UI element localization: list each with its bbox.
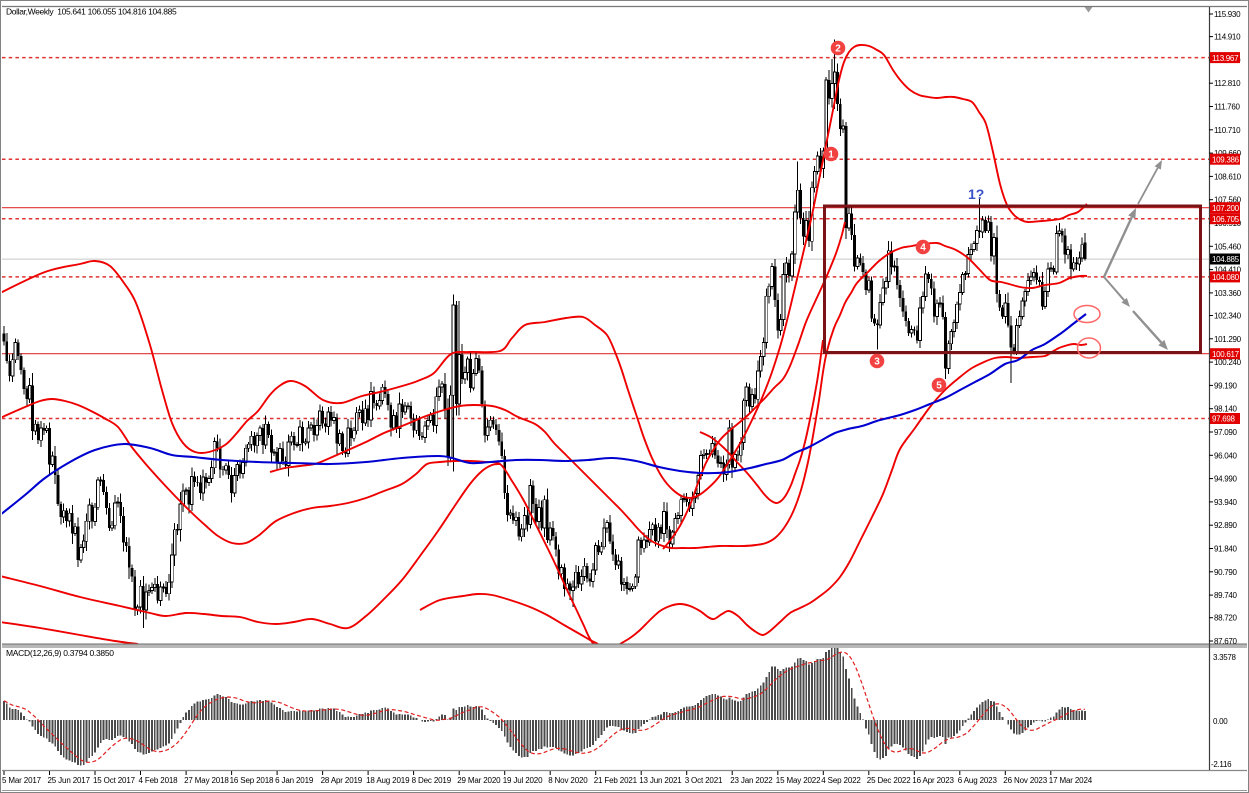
svg-text:25 Jun 2017: 25 Jun 2017 (48, 776, 91, 785)
svg-text:23 Jan 2022: 23 Jan 2022 (730, 776, 773, 785)
svg-text:104.410: 104.410 (1214, 266, 1242, 275)
svg-text:108.610: 108.610 (1214, 172, 1242, 181)
svg-text:112.810: 112.810 (1214, 79, 1241, 88)
svg-text:16 Sep 2018: 16 Sep 2018 (230, 776, 274, 785)
svg-text:3: 3 (874, 357, 880, 368)
svg-text:99.190: 99.190 (1214, 381, 1238, 390)
svg-text:109.386: 109.386 (1212, 155, 1240, 164)
svg-text:5 Mar 2017: 5 Mar 2017 (2, 776, 42, 785)
svg-text:18 Aug 2019: 18 Aug 2019 (366, 776, 410, 785)
svg-text:100.617: 100.617 (1212, 350, 1240, 359)
svg-text:8 Nov 2020: 8 Nov 2020 (548, 776, 588, 785)
svg-text:2: 2 (835, 44, 841, 55)
svg-text:6 Jan 2019: 6 Jan 2019 (275, 776, 314, 785)
svg-text:103.360: 103.360 (1214, 289, 1242, 298)
svg-text:21 Feb 2021: 21 Feb 2021 (594, 776, 638, 785)
svg-text:105.460: 105.460 (1214, 242, 1242, 251)
svg-text:109.660: 109.660 (1214, 149, 1242, 158)
svg-text:15 Oct 2017: 15 Oct 2017 (93, 776, 136, 785)
svg-text:Dollar,Weekly 105.641 106.055: Dollar,Weekly 105.641 106.055 104.816 10… (6, 7, 177, 17)
svg-text:110.710: 110.710 (1214, 126, 1241, 135)
svg-text:100.240: 100.240 (1214, 358, 1242, 367)
svg-text:29 Mar 2020: 29 Mar 2020 (457, 776, 501, 785)
svg-text:90.790: 90.790 (1214, 568, 1238, 577)
svg-text:92.890: 92.890 (1214, 521, 1238, 530)
svg-text:114.910: 114.910 (1214, 33, 1241, 42)
svg-text:3.3578: 3.3578 (1213, 653, 1237, 662)
svg-text:94.990: 94.990 (1214, 475, 1238, 484)
svg-text:104.080: 104.080 (1212, 273, 1240, 282)
svg-text:97.090: 97.090 (1214, 428, 1238, 437)
svg-text:98.140: 98.140 (1214, 405, 1238, 414)
svg-text:101.290: 101.290 (1214, 335, 1242, 344)
svg-text:17 Mar 2024: 17 Mar 2024 (1049, 776, 1093, 785)
svg-text:102.340: 102.340 (1214, 312, 1242, 321)
svg-text:MACD(12,26,9) 0.3794 0.3850: MACD(12,26,9) 0.3794 0.3850 (6, 648, 114, 658)
svg-text:111.760: 111.760 (1214, 103, 1240, 112)
svg-text:107.200: 107.200 (1212, 204, 1240, 213)
svg-text:0.00: 0.00 (1213, 717, 1228, 726)
svg-text:28 Apr 2019: 28 Apr 2019 (321, 776, 363, 785)
svg-text:113.967: 113.967 (1212, 54, 1239, 63)
svg-text:27 May 2018: 27 May 2018 (184, 776, 229, 785)
svg-text:1: 1 (828, 150, 834, 161)
svg-text:13 Jun 2021: 13 Jun 2021 (639, 776, 682, 785)
svg-text:4: 4 (920, 243, 926, 254)
svg-text:115.930: 115.930 (1214, 10, 1241, 19)
svg-text:5: 5 (936, 381, 942, 392)
svg-text:19 Jul 2020: 19 Jul 2020 (503, 776, 543, 785)
svg-text:4 Feb 2018: 4 Feb 2018 (139, 776, 179, 785)
svg-text:16 Apr 2023: 16 Apr 2023 (912, 776, 954, 785)
svg-text:87.670: 87.670 (1214, 637, 1238, 646)
svg-text:8 Dec 2019: 8 Dec 2019 (412, 776, 452, 785)
svg-text:26 Nov 2023: 26 Nov 2023 (1003, 776, 1047, 785)
svg-text:91.840: 91.840 (1214, 545, 1238, 554)
svg-text:6 Aug 2023: 6 Aug 2023 (958, 776, 998, 785)
svg-text:106.705: 106.705 (1212, 215, 1240, 224)
svg-text:107.560: 107.560 (1214, 196, 1242, 205)
svg-text:89.740: 89.740 (1214, 591, 1238, 600)
svg-text:4 Sep 2022: 4 Sep 2022 (821, 776, 861, 785)
svg-text:1?: 1? (968, 186, 984, 202)
svg-text:88.720: 88.720 (1214, 614, 1238, 623)
svg-text:25 Dec 2022: 25 Dec 2022 (867, 776, 911, 785)
svg-text:93.940: 93.940 (1214, 498, 1238, 507)
svg-text:3 Oct 2021: 3 Oct 2021 (685, 776, 723, 785)
svg-text:96.040: 96.040 (1214, 451, 1238, 460)
svg-text:97.698: 97.698 (1212, 415, 1236, 424)
svg-text:-2.116: -2.116 (1211, 760, 1232, 769)
svg-text:104.885: 104.885 (1212, 255, 1240, 264)
svg-text:15 May 2022: 15 May 2022 (776, 776, 821, 785)
